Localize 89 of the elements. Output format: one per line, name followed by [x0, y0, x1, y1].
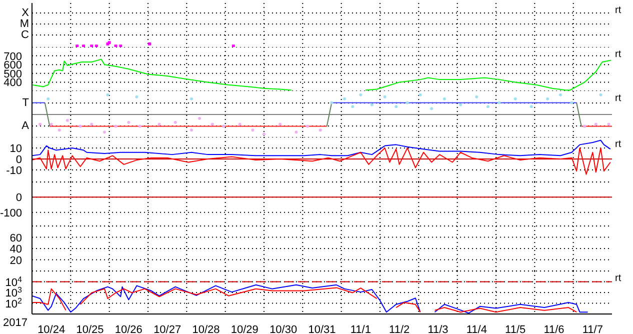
point — [251, 128, 254, 132]
point — [222, 124, 226, 128]
x-tick-label: 10/26 — [114, 324, 142, 334]
text: C — [21, 28, 29, 42]
point — [558, 93, 562, 96]
point — [38, 122, 42, 126]
text: rt — [615, 139, 622, 151]
point — [50, 122, 53, 126]
y-tick-label: 10$^{2}$ — [5, 296, 23, 310]
point — [190, 97, 193, 100]
text: T — [22, 96, 29, 110]
point — [262, 132, 266, 136]
point — [570, 101, 574, 104]
x-axis-title: 2017 — [3, 317, 28, 330]
point — [514, 97, 517, 100]
text: A — [22, 119, 29, 133]
point — [46, 97, 50, 100]
text: X — [22, 6, 29, 19]
point — [359, 93, 362, 96]
point — [174, 120, 177, 124]
x-tick-label: 11/5 — [505, 324, 526, 334]
line-series — [32, 147, 611, 175]
point — [330, 101, 334, 104]
point — [343, 97, 346, 100]
x-tick-label: 11/7 — [582, 324, 603, 334]
point — [78, 124, 82, 128]
point — [370, 103, 374, 106]
point — [607, 122, 610, 126]
point — [210, 122, 214, 126]
text: M — [20, 17, 29, 30]
x-tick-label: 11/6 — [544, 324, 564, 334]
point — [498, 101, 501, 104]
x-tick-label: 10/31 — [308, 324, 336, 334]
y-tick-label: 0 — [16, 192, 22, 204]
point — [383, 95, 386, 98]
point — [599, 93, 602, 96]
point — [306, 124, 309, 128]
point — [138, 124, 142, 128]
line-series — [32, 140, 611, 156]
point — [278, 122, 282, 126]
point — [351, 105, 354, 108]
y-tick-label: 20 — [10, 254, 22, 267]
point — [430, 107, 434, 110]
point — [394, 105, 398, 108]
x-tick-label: 10/29 — [230, 324, 258, 334]
point — [90, 122, 94, 126]
point — [114, 124, 118, 128]
text: rt — [615, 93, 622, 105]
point — [406, 101, 409, 104]
point — [158, 122, 161, 126]
text: rt — [615, 5, 622, 17]
x-tick-label: 11/2 — [389, 324, 410, 334]
point — [442, 97, 446, 100]
point — [238, 122, 242, 126]
y-tick-label: -10 — [6, 164, 22, 177]
x-tick-label: 11/1 — [350, 324, 371, 334]
y-tick-label: 40 — [10, 244, 22, 256]
y-tick-label: 400 — [4, 77, 22, 90]
y-tick-label: 10 — [10, 142, 22, 155]
point — [103, 130, 106, 134]
point — [106, 93, 110, 96]
x-tick-label: 11/4 — [466, 324, 487, 334]
point — [135, 95, 138, 98]
point — [294, 130, 298, 134]
point — [459, 103, 462, 106]
point — [475, 95, 478, 98]
point — [127, 120, 130, 124]
point — [594, 122, 598, 126]
y-tick-label: 0 — [16, 154, 22, 166]
point — [530, 105, 533, 108]
point — [486, 105, 490, 108]
point — [58, 128, 61, 132]
x-tick-label: 10/25 — [76, 324, 104, 334]
point — [546, 97, 550, 100]
point — [318, 128, 322, 132]
y-tick-label: -100 — [0, 207, 22, 220]
point — [198, 116, 202, 120]
point — [190, 128, 193, 132]
text: rt — [615, 273, 622, 285]
x-tick-label: 10/27 — [154, 324, 182, 334]
x-tick-label: 10/24 — [38, 324, 66, 334]
y-tick-label: 60 — [10, 232, 22, 244]
point — [66, 118, 69, 122]
x-tick-label: 10/30 — [270, 324, 298, 334]
x-tick-label: 11/3 — [428, 324, 448, 334]
text: rt — [615, 49, 622, 61]
x-tick-label: 10/28 — [192, 324, 220, 334]
point — [418, 93, 422, 96]
point — [583, 124, 586, 128]
